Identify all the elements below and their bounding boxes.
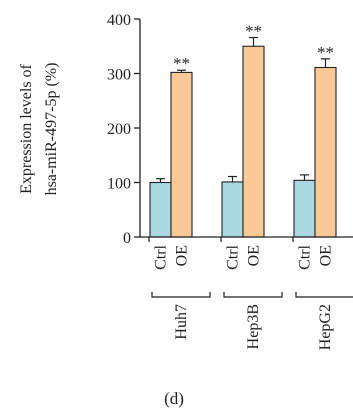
panel-label: (d): [164, 389, 184, 408]
bar-Hep3B-Ctrl: [221, 181, 244, 238]
x-condition-label-Huh7-Ctrl: Ctrl: [153, 244, 170, 269]
y-tick-label-100: 100: [107, 176, 131, 193]
bar-Huh7-OE: [170, 71, 193, 238]
y-tick-label-200: 200: [107, 121, 131, 138]
y-axis-title: Expression levels of hsa-miR-497-5p (%): [18, 63, 60, 196]
x-group-label-Hep3B: Hep3B: [245, 304, 262, 349]
group-bracket-HepG2: [295, 292, 353, 298]
x-group-label-Huh7: Huh7: [173, 304, 190, 340]
y-tick-label-300: 300: [107, 67, 131, 84]
bar-HepG2-Ctrl: [293, 179, 316, 238]
x-group-label-HepG2: HepG2: [317, 304, 334, 350]
x-condition-label-Hep3B-Ctrl: Ctrl: [225, 244, 242, 269]
x-condition-label-HepG2-Ctrl: Ctrl: [297, 244, 314, 269]
group-bracket-Hep3B: [223, 292, 283, 298]
y-axis-title-line-2: hsa-miR-497-5p (%): [43, 63, 60, 196]
bars: ** ** **: [149, 22, 337, 238]
bar-Huh7-Ctrl: [149, 181, 172, 238]
bar-Hep3B-OE: [242, 45, 265, 238]
y-axis: 0 100 200 300 400: [107, 12, 141, 247]
significance-Huh7: **: [173, 54, 190, 73]
y-tick-label-400: 400: [107, 12, 131, 29]
x-condition-label-Hep3B-OE: OE: [246, 245, 263, 266]
x-condition-label-HepG2-OE: OE: [318, 245, 335, 266]
significance-HepG2: **: [317, 43, 334, 62]
y-tick-label-0: 0: [123, 230, 131, 247]
significance-Hep3B: **: [245, 22, 262, 41]
y-axis-title-line-1: Expression levels of: [18, 63, 35, 193]
group-bracket-Huh7: [151, 292, 211, 298]
x-condition-label-Huh7-OE: OE: [174, 245, 191, 266]
bar-HepG2-OE: [314, 66, 337, 238]
